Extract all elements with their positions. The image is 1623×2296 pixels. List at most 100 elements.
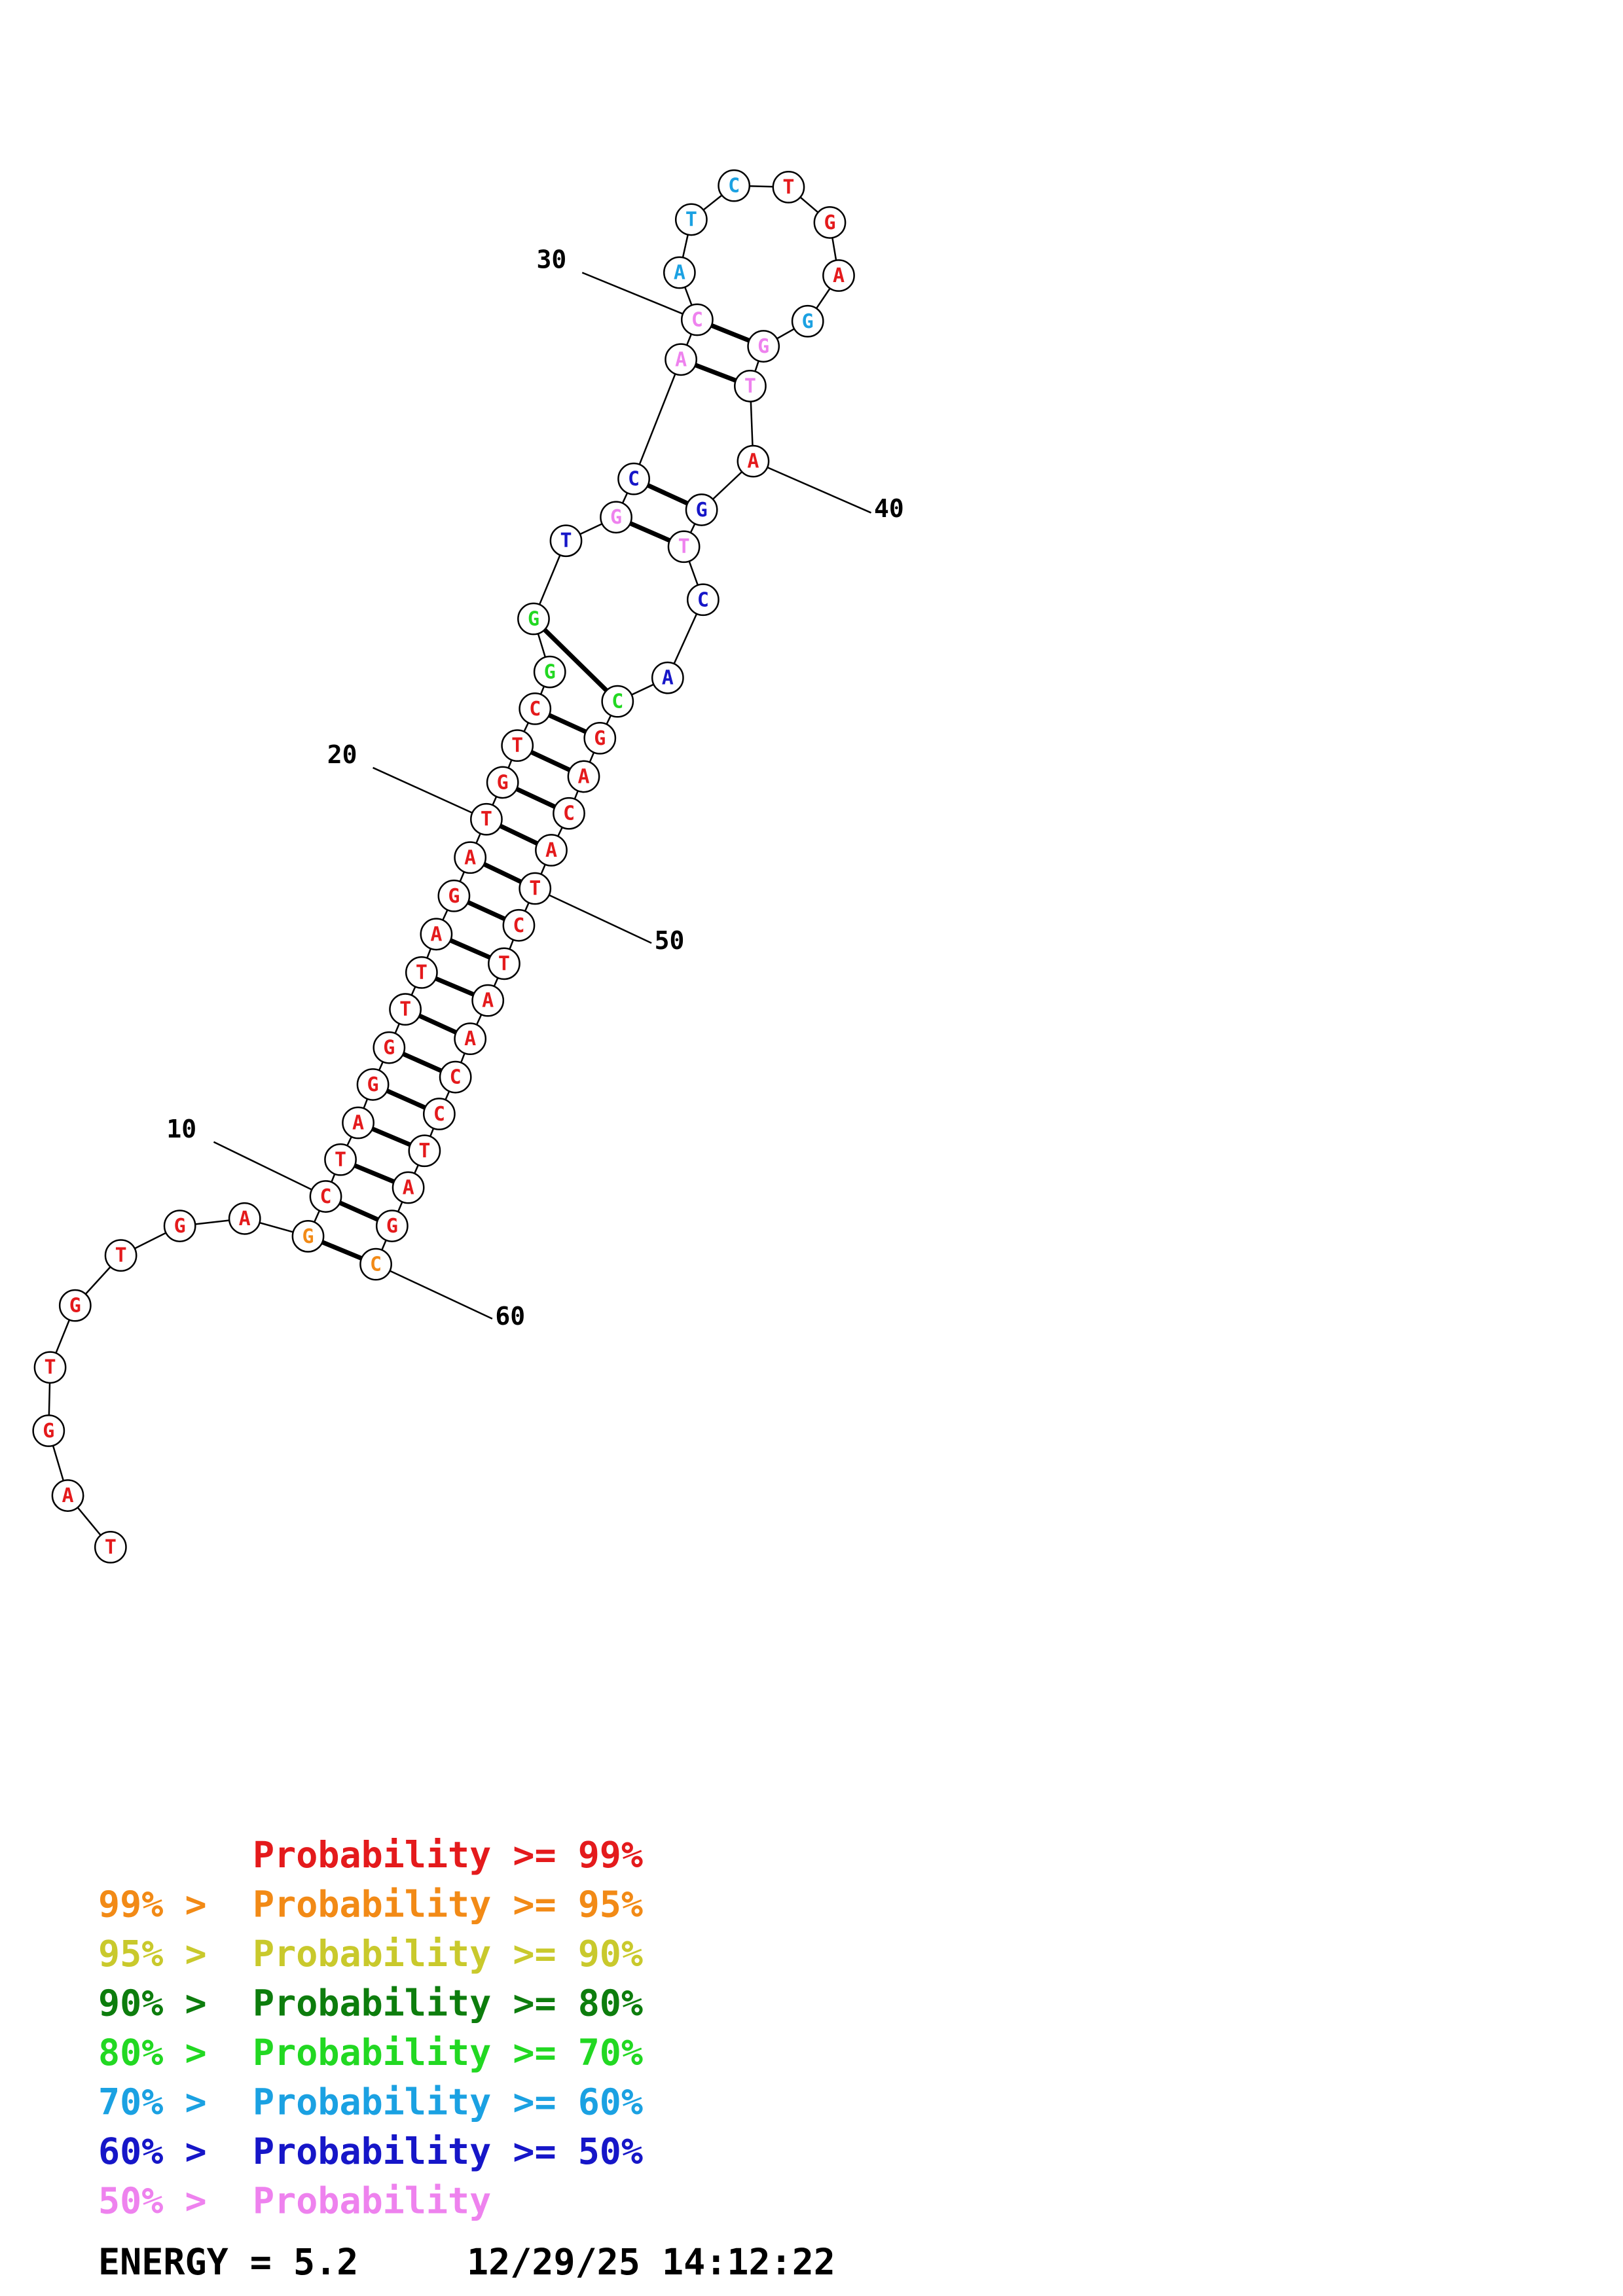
position-label: 30 xyxy=(536,245,566,274)
timestamp: 12/29/25 14:12:22 xyxy=(467,2241,835,2283)
nucleotide-letter: T xyxy=(685,208,697,231)
nucleotide-letter: G xyxy=(594,727,606,750)
nucleotide-circle xyxy=(228,1202,261,1235)
nucleotide-circle xyxy=(437,879,471,912)
nucleotide-circle xyxy=(567,760,600,793)
nucleotide-letter: A xyxy=(747,450,759,473)
base-pair-bond xyxy=(628,521,672,543)
base-pair-bond xyxy=(542,627,609,693)
nucleotide: C xyxy=(686,583,720,617)
nucleotide-letter: C xyxy=(513,914,524,937)
nucleotide: C xyxy=(422,1098,456,1130)
nucleotide-letter: A xyxy=(662,667,674,690)
nucleotide-circle xyxy=(601,685,634,718)
nucleotide: T xyxy=(470,802,503,836)
base-pair-bond xyxy=(370,1126,413,1147)
nucleotide-circle xyxy=(674,203,708,236)
nucleotide: T xyxy=(94,1530,127,1564)
base-pair-bond xyxy=(352,1163,397,1185)
position-tick xyxy=(534,888,652,944)
nucleotide: G xyxy=(437,879,471,912)
nucleotide-letter: G xyxy=(610,506,622,529)
nucleotide-letter: G xyxy=(448,885,460,908)
nucleotide-circle xyxy=(680,303,714,336)
nucleotide-letter: A xyxy=(464,846,476,869)
legend-label: Probability >= 50% xyxy=(253,2130,643,2172)
nucleotide-letter: T xyxy=(744,375,756,398)
base-pair-bond xyxy=(693,363,739,383)
nucleotide-letter: G xyxy=(386,1215,398,1238)
nucleotide: G xyxy=(600,501,632,534)
nucleotide-letter: T xyxy=(115,1244,127,1267)
nucleotide: T xyxy=(519,872,552,905)
nucleotide: G xyxy=(291,1219,325,1253)
nucleotide-letter: T xyxy=(498,952,510,975)
nucleotide-letter: A xyxy=(482,990,494,1013)
nucleotide: T xyxy=(408,1134,441,1168)
nucleotide-circle xyxy=(389,993,422,1026)
nucleotide-letter: C xyxy=(728,175,740,198)
nucleotide-circle xyxy=(600,501,632,534)
nucleotide: T xyxy=(674,203,708,236)
nucleotide-circle xyxy=(454,841,487,874)
base-pair-bond xyxy=(547,713,589,734)
nucleotide-letter: G xyxy=(383,1037,395,1060)
position-tick xyxy=(581,272,698,321)
nucleotide-letter: G xyxy=(757,335,769,358)
nucleotide-letter: G xyxy=(802,310,814,333)
legend-threshold: 99% > xyxy=(98,1884,228,1926)
nucleotide: G xyxy=(685,493,718,526)
nucleotide: C xyxy=(439,1060,472,1094)
nucleotide-letter: T xyxy=(560,529,572,552)
nucleotide: C xyxy=(519,692,552,725)
nucleotide: G xyxy=(373,1031,406,1064)
nucleotide-letter: A xyxy=(464,1028,476,1050)
nucleotide: G xyxy=(517,602,550,636)
nucleotide-letter: T xyxy=(45,1356,56,1379)
legend-label: Probability >= 95% xyxy=(253,1884,643,1926)
nucleotide-letter: A xyxy=(352,1111,364,1134)
nucleotide: G xyxy=(533,655,566,689)
nucleotide-circle xyxy=(583,722,617,755)
nucleotide-circle xyxy=(549,524,583,558)
nucleotide: C xyxy=(502,908,536,942)
nucleotide: T xyxy=(667,530,701,564)
nucleotide-circle xyxy=(359,1247,392,1281)
nucleotide-letter: T xyxy=(335,1149,346,1172)
nucleotide-letter: C xyxy=(611,691,623,713)
nucleotide-letter: A xyxy=(239,1208,251,1230)
nucleotide-circle xyxy=(104,1239,137,1272)
legend-threshold: 60% > xyxy=(98,2130,228,2172)
base-pair-bond xyxy=(709,323,752,343)
nucleotide-circle xyxy=(772,171,805,204)
nucleotide: A xyxy=(535,834,568,867)
nucleotide: A xyxy=(454,1022,487,1056)
nucleotide: C xyxy=(680,303,714,336)
nucleotide-letter: C xyxy=(370,1253,382,1276)
nucleotide-circle xyxy=(309,1180,342,1213)
nucleotide: C xyxy=(359,1247,392,1281)
position-tick-layer: 10 20 30 40 50 60 xyxy=(166,245,903,1331)
nucleotide-circle xyxy=(454,1022,487,1056)
nucleotide-letter: G xyxy=(544,661,556,684)
nucleotide-circle xyxy=(747,330,780,363)
legend-threshold: 95% > xyxy=(98,1933,228,1975)
nucleotide: T xyxy=(405,956,438,989)
nucleotide-letter: G xyxy=(696,499,708,522)
position-label: 20 xyxy=(327,740,357,769)
nucleotide-circle xyxy=(163,1210,196,1242)
base-pair-bond xyxy=(384,1088,428,1110)
legend-label: Probability >= 80% xyxy=(253,1982,643,2024)
nucleotide: G xyxy=(583,722,617,755)
nucleotide-letter: T xyxy=(511,734,523,757)
nucleotide-circle xyxy=(471,984,505,1017)
position-tick xyxy=(752,460,872,514)
nucleotide-letter: A xyxy=(62,1484,74,1507)
nucleotide-letter: T xyxy=(529,878,541,901)
nucleotide-letter: G xyxy=(367,1073,379,1096)
nucleotide: G xyxy=(32,1414,65,1447)
nucleotide: G xyxy=(747,330,780,363)
nucleotide: A xyxy=(454,841,487,874)
nucleotide-letter: G xyxy=(824,211,835,234)
legend-threshold: 80% > xyxy=(98,2032,228,2073)
